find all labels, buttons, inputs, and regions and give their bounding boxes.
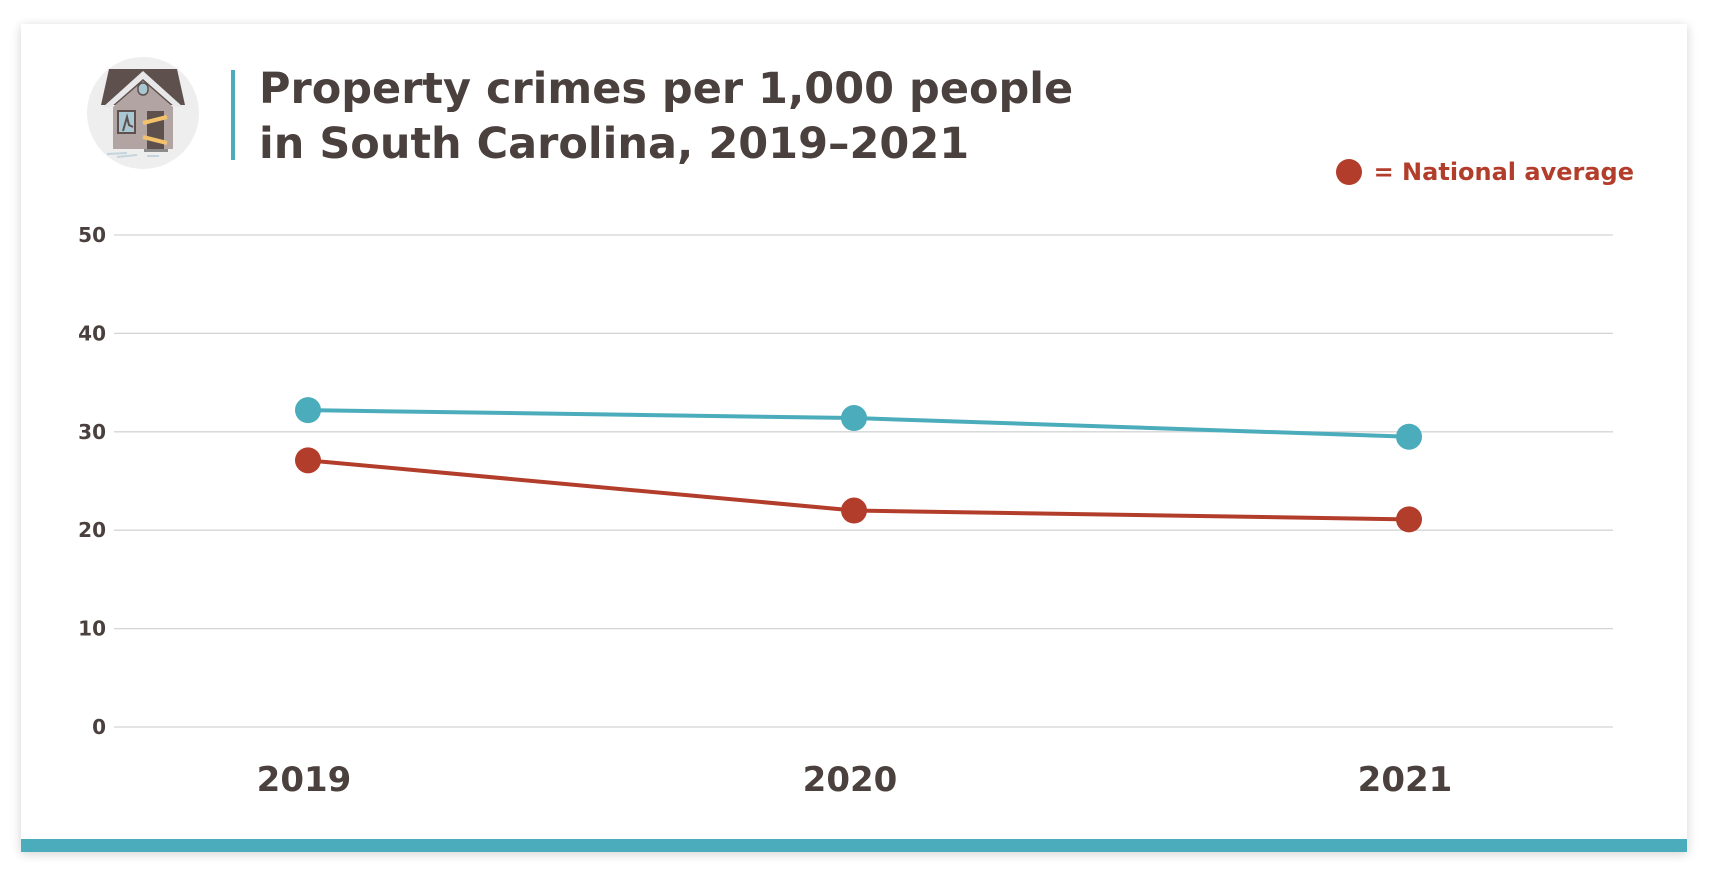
data-point-national <box>295 447 321 474</box>
data-point-south_carolina <box>841 405 867 432</box>
y-tick-label: 40 <box>78 321 106 345</box>
title-line-2: in South Carolina, 2019–2021 <box>259 119 970 169</box>
data-point-national <box>1396 506 1422 533</box>
data-point-south_carolina <box>1396 423 1422 450</box>
boarded-house-icon <box>87 57 199 169</box>
chart-title: Property crimes per 1,000 people in Sout… <box>259 62 1073 172</box>
x-tick-label: 2019 <box>257 760 352 800</box>
y-tick-label: 0 <box>92 715 106 739</box>
y-tick-label: 50 <box>78 223 106 247</box>
y-tick-label: 30 <box>78 420 106 444</box>
x-tick-label: 2020 <box>803 760 898 800</box>
y-tick-label: 20 <box>78 518 106 542</box>
data-point-national <box>841 497 867 524</box>
legend-marker <box>1335 159 1362 185</box>
y-tick-label: 10 <box>78 617 106 641</box>
legend-label: = National average <box>1373 158 1634 186</box>
data-point-south_carolina <box>295 397 321 424</box>
title-divider <box>231 70 235 160</box>
legend: = National average <box>1335 158 1634 186</box>
x-tick-label: 2021 <box>1358 760 1453 800</box>
title-line-1: Property crimes per 1,000 people <box>259 64 1074 114</box>
bottom-accent-bar <box>21 839 1687 852</box>
